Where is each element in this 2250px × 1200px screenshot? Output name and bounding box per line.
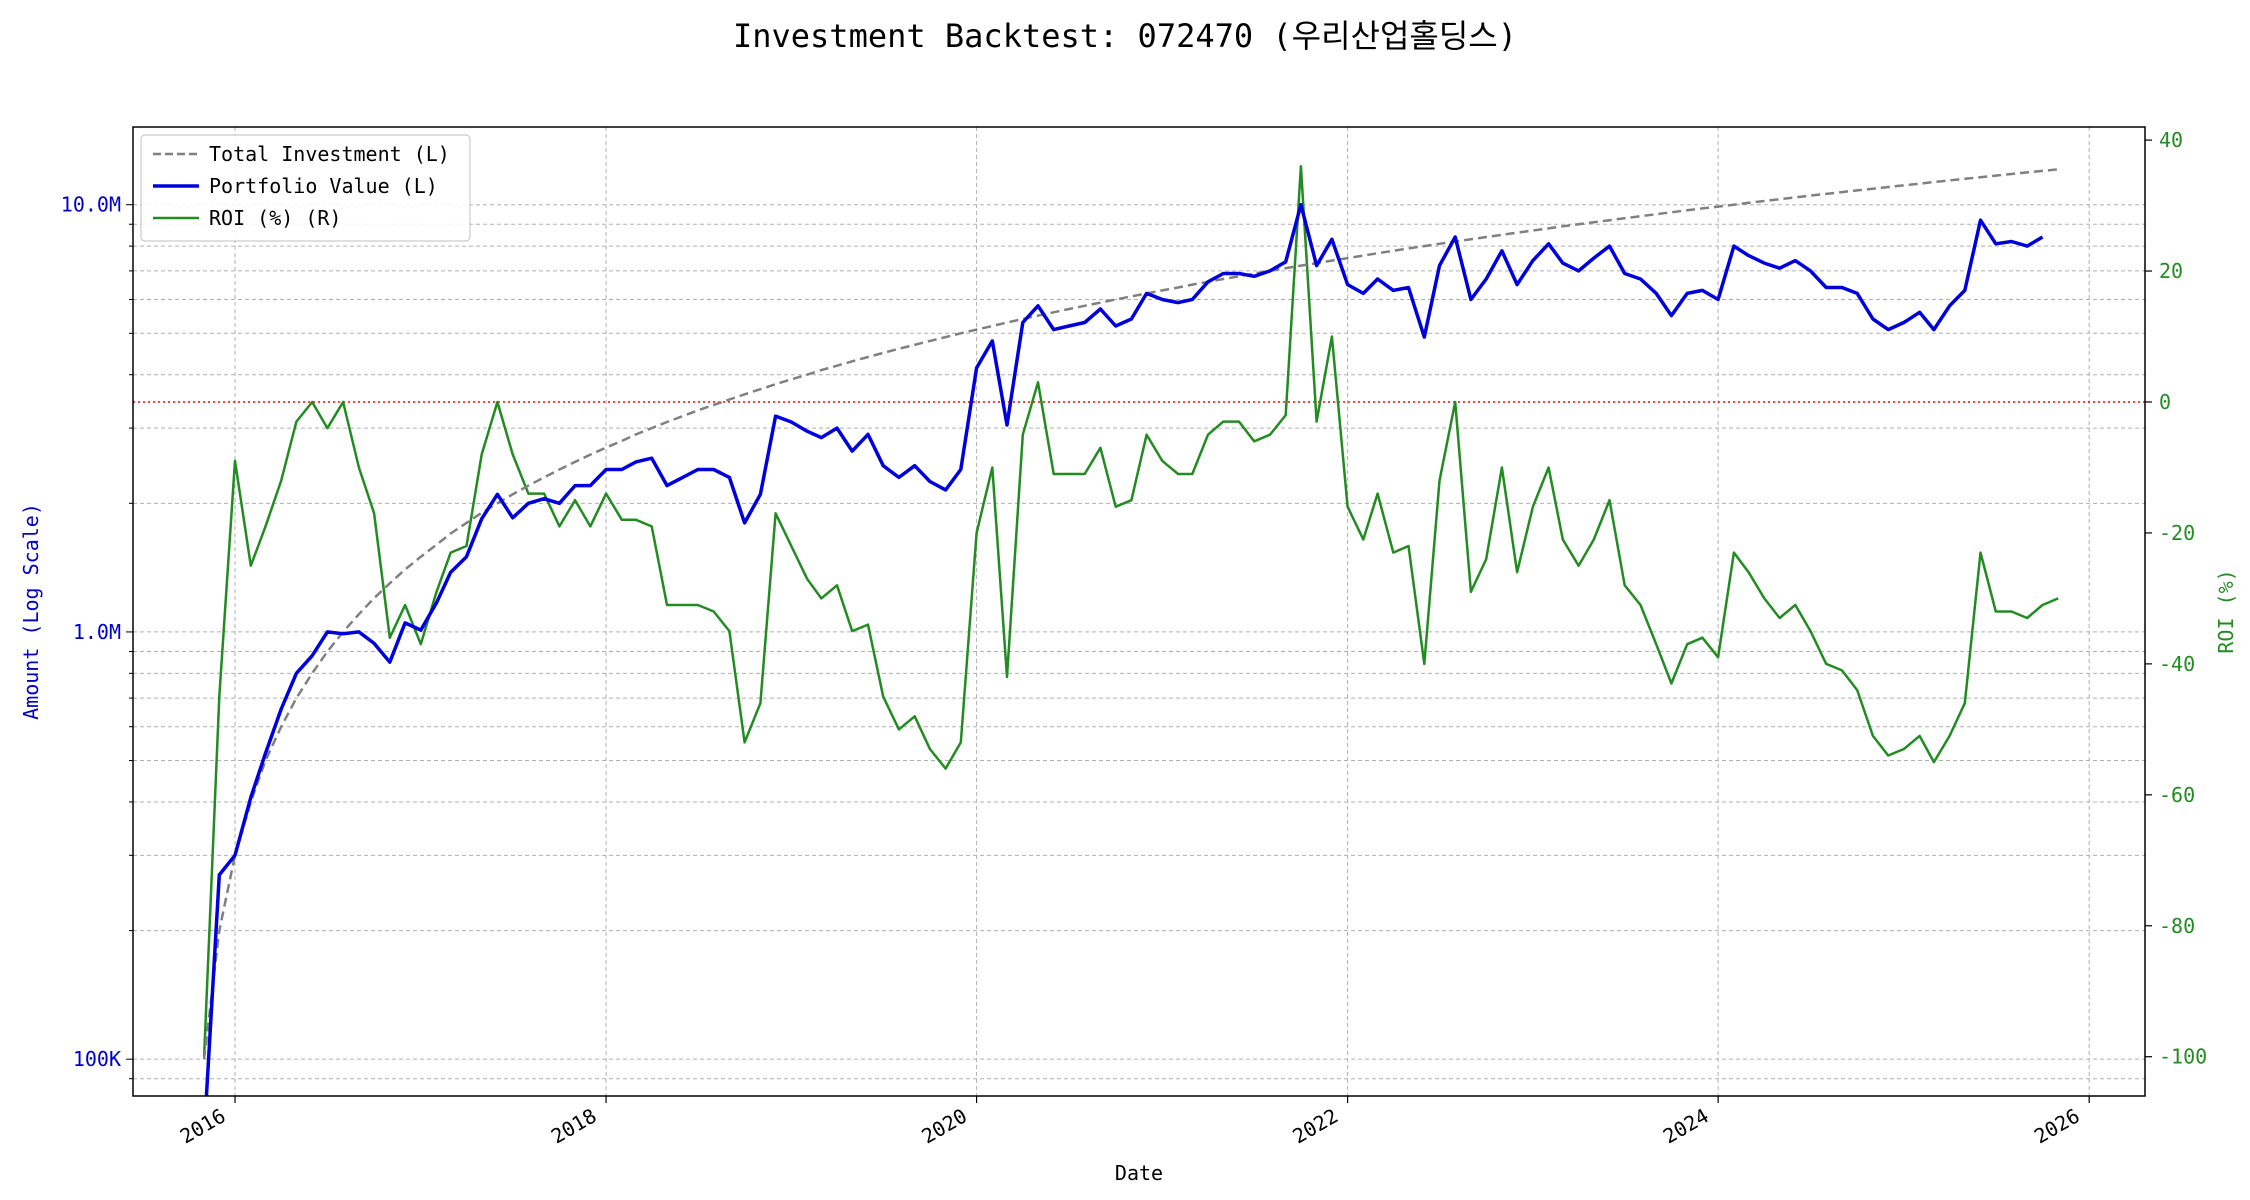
y-right-tick-label: -60	[2159, 783, 2195, 807]
y-right-tick-label: 40	[2159, 128, 2183, 152]
y-right-tick-label: -20	[2159, 521, 2195, 545]
y-right-tick-label: -40	[2159, 652, 2195, 676]
series-layer	[202, 165, 2059, 1096]
grid	[133, 127, 2145, 1096]
x-axis: 2016 2018 2020 2022 2024 2026	[176, 1096, 2090, 1149]
x-tick-label: 2024	[1659, 1104, 1713, 1149]
y-right-tick-label: -100	[2159, 1045, 2207, 1069]
roi-line	[202, 165, 2059, 1057]
y-axis-right-label: ROI (%)	[2214, 569, 2238, 653]
y-left-tick-label: 100K	[73, 1047, 121, 1071]
x-tick-label: 2026	[2030, 1104, 2084, 1149]
x-tick-label: 2022	[1288, 1104, 1342, 1149]
y-right-tick-label: 20	[2159, 259, 2183, 283]
x-axis-label: Date	[1115, 1161, 1163, 1185]
y-right-tick-label: 0	[2159, 390, 2171, 414]
portfolio-value-line	[204, 202, 2044, 1096]
y-axis-left-label: Amount (Log Scale)	[19, 503, 43, 720]
plot-area	[132, 126, 2146, 1097]
total-investment-line	[202, 168, 2059, 1060]
x-tick-label: 2016	[176, 1104, 230, 1149]
legend-box	[140, 134, 471, 242]
x-tick-label: 2018	[547, 1104, 601, 1149]
x-tick-label: 2020	[917, 1104, 971, 1149]
legend-label: Total Investment (L)	[209, 142, 450, 166]
y-axis-right: -100 -80 -60 -40 -20 0 20 40	[2145, 128, 2207, 1069]
legend-label: ROI (%) (R)	[209, 206, 341, 230]
y-right-tick-label: -80	[2159, 914, 2195, 938]
legend-label: Portfolio Value (L)	[209, 174, 438, 198]
y-left-tick-label: 10.0M	[61, 193, 121, 217]
y-left-tick-label: 1.0M	[73, 620, 121, 644]
legend: Total Investment (L) Portfolio Value (L) R…	[140, 134, 471, 242]
chart-title: Investment Backtest: 072470 (우리산업홀딩스)	[733, 17, 1517, 55]
y-axis-left: 100K 1.0M 10.0M	[61, 193, 133, 1080]
